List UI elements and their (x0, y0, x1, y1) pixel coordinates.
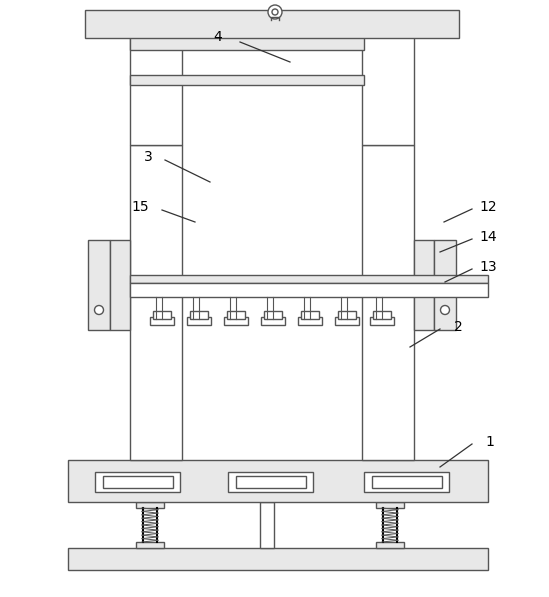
Text: 12: 12 (479, 200, 497, 214)
Bar (376, 502, 404, 508)
Bar (335, 317, 359, 325)
Bar (130, 30, 364, 50)
Bar (227, 311, 245, 319)
Bar (95, 472, 180, 492)
Bar (88, 240, 110, 330)
Bar (414, 240, 434, 330)
Text: 13: 13 (479, 260, 497, 274)
Circle shape (94, 306, 104, 315)
Bar (136, 542, 164, 548)
Circle shape (440, 306, 450, 315)
Bar (187, 317, 211, 325)
Bar (68, 548, 488, 570)
Bar (376, 542, 404, 548)
Bar (136, 502, 164, 508)
Bar (110, 240, 130, 330)
Text: 15: 15 (131, 200, 149, 214)
Bar (261, 317, 285, 325)
Circle shape (268, 5, 282, 19)
Text: 14: 14 (479, 230, 497, 244)
Bar (153, 311, 171, 319)
Bar (190, 311, 208, 319)
Bar (264, 311, 282, 319)
Bar (228, 472, 313, 492)
Bar (224, 317, 248, 325)
Bar (103, 476, 173, 488)
Bar (236, 476, 306, 488)
Bar (150, 317, 174, 325)
Text: 2: 2 (453, 320, 462, 334)
Bar (85, 10, 459, 38)
Text: 4: 4 (214, 30, 222, 44)
Bar (130, 30, 182, 145)
Bar (370, 317, 394, 325)
Bar (434, 240, 456, 330)
Bar (260, 502, 274, 548)
Bar (298, 317, 322, 325)
Bar (68, 460, 488, 502)
Text: 3: 3 (144, 150, 153, 164)
Bar (301, 311, 319, 319)
Bar (362, 145, 414, 460)
Bar (364, 472, 449, 492)
Bar (130, 75, 364, 85)
Circle shape (272, 9, 278, 15)
Bar (130, 275, 488, 283)
Bar (373, 311, 391, 319)
Bar (130, 145, 182, 460)
Bar (362, 30, 414, 145)
Bar (338, 311, 356, 319)
Bar (372, 476, 442, 488)
Text: 1: 1 (485, 435, 495, 449)
Bar (130, 283, 488, 297)
